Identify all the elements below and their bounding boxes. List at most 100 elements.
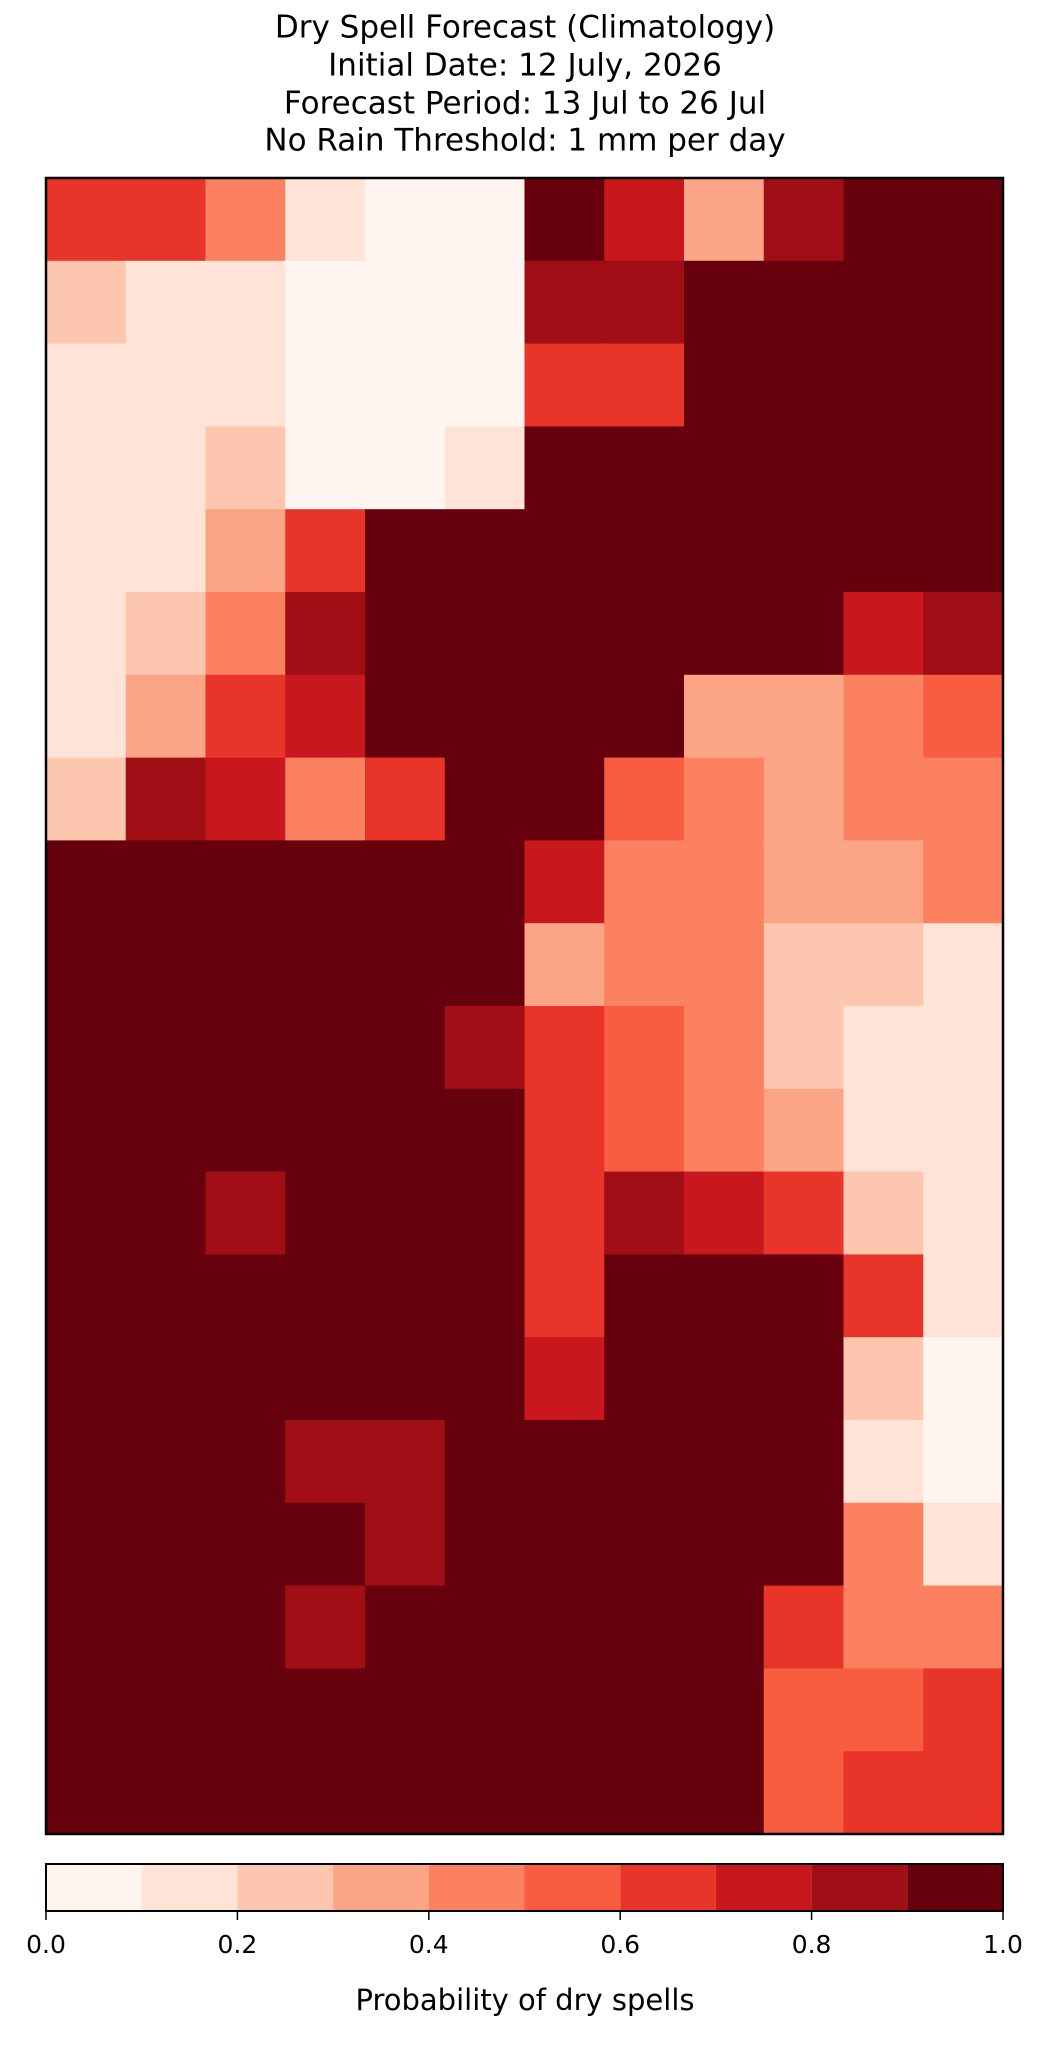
grid-cell <box>763 343 844 427</box>
colorbar-segment <box>715 1864 812 1911</box>
grid-cell <box>444 840 525 924</box>
grid-cell <box>524 674 605 759</box>
grid-cell <box>684 426 765 510</box>
grid-cell <box>684 509 765 593</box>
grid-cell <box>285 1751 366 1835</box>
grid-cell <box>763 1502 844 1587</box>
grid-cell <box>763 840 844 924</box>
grid-cell <box>444 260 525 345</box>
grid-cell <box>125 1585 206 1669</box>
grid-cell <box>205 1337 286 1421</box>
grid-cell <box>923 1668 1004 1752</box>
grid-cell <box>46 1171 127 1255</box>
grid-cell <box>444 1171 525 1255</box>
grid-cell <box>365 509 446 593</box>
grid-cell <box>604 509 685 593</box>
grid-cell <box>763 1668 844 1752</box>
grid-cell <box>285 840 366 924</box>
grid-cell <box>444 1751 525 1835</box>
grid-cell <box>763 260 844 345</box>
grid-cell <box>763 1006 844 1090</box>
grid-cell <box>205 343 286 427</box>
grid-cell <box>923 426 1004 510</box>
grid-cell <box>46 426 127 510</box>
grid-cell <box>46 1751 127 1835</box>
grid-cell <box>923 1088 1004 1173</box>
grid-cell <box>684 1171 765 1255</box>
grid-cell <box>843 757 924 841</box>
grid-cell <box>365 1751 446 1835</box>
grid-cell <box>843 1088 924 1173</box>
grid-cell <box>46 1337 127 1421</box>
grid-cell <box>444 426 525 510</box>
grid-cell <box>205 674 286 759</box>
grid-cell <box>444 1420 525 1504</box>
grid-cell <box>46 1420 127 1504</box>
grid-cell <box>524 1668 605 1752</box>
grid-cell <box>365 260 446 345</box>
colorbar-segment <box>524 1864 621 1911</box>
chart-subtitle: Initial Date: 12 July, 2026 <box>328 48 722 84</box>
colorbar-tick-label: 0.4 <box>409 1930 449 1959</box>
grid-cell <box>763 757 844 841</box>
grid-cell <box>125 1254 206 1338</box>
grid-cell <box>524 509 605 593</box>
grid-cell <box>524 923 605 1007</box>
grid-cell <box>604 923 685 1007</box>
grid-cell <box>46 260 127 345</box>
grid-cell <box>285 1502 366 1587</box>
grid-cell <box>843 343 924 427</box>
grid-cell <box>205 426 286 510</box>
grid-cell <box>205 178 286 262</box>
grid-cell <box>684 923 765 1007</box>
grid-cell <box>843 426 924 510</box>
grid-cell <box>604 1668 685 1752</box>
grid-cell <box>843 1751 924 1835</box>
grid-cell <box>843 840 924 924</box>
grid-cell <box>684 840 765 924</box>
grid-cell <box>923 923 1004 1007</box>
grid-cell <box>125 509 206 593</box>
grid-cell <box>46 1668 127 1752</box>
grid-cell <box>524 1006 605 1090</box>
grid-cell <box>125 343 206 427</box>
grid-cell <box>843 592 924 676</box>
grid-cell <box>763 674 844 759</box>
grid-cell <box>923 757 1004 841</box>
grid-cell <box>763 509 844 593</box>
grid-cell <box>684 343 765 427</box>
grid-cell <box>923 509 1004 593</box>
grid-cell <box>365 1006 446 1090</box>
grid-cell <box>444 674 525 759</box>
grid-cell <box>125 1088 206 1173</box>
grid-cell <box>923 178 1004 262</box>
grid-cell <box>444 178 525 262</box>
grid-cell <box>444 923 525 1007</box>
colorbar-label: Probability of dry spells <box>356 1983 695 2017</box>
grid-cell <box>763 592 844 676</box>
grid-cell <box>604 260 685 345</box>
grid-cell <box>843 1420 924 1504</box>
grid-cell <box>285 509 366 593</box>
grid-cell <box>285 1420 366 1504</box>
chart-subtitle: Forecast Period: 13 Jul to 26 Jul <box>284 86 766 122</box>
colorbar-tick-label: 0.0 <box>26 1930 66 1959</box>
grid-cell <box>125 923 206 1007</box>
grid-cell <box>604 343 685 427</box>
grid-cell <box>46 757 127 841</box>
grid-cell <box>365 674 446 759</box>
grid-cell <box>684 178 765 262</box>
grid-cell <box>285 1171 366 1255</box>
grid-cell <box>843 1337 924 1421</box>
grid-cell <box>604 1585 685 1669</box>
grid-cell <box>843 178 924 262</box>
grid-cell <box>923 1006 1004 1090</box>
grid-cell <box>843 1171 924 1255</box>
grid-cell <box>205 1006 286 1090</box>
colorbar-segment <box>428 1864 525 1911</box>
grid-cell <box>524 426 605 510</box>
grid-cell <box>604 1171 685 1255</box>
grid-cell <box>604 592 685 676</box>
grid-cell <box>444 1088 525 1173</box>
grid-cell <box>604 1751 685 1835</box>
